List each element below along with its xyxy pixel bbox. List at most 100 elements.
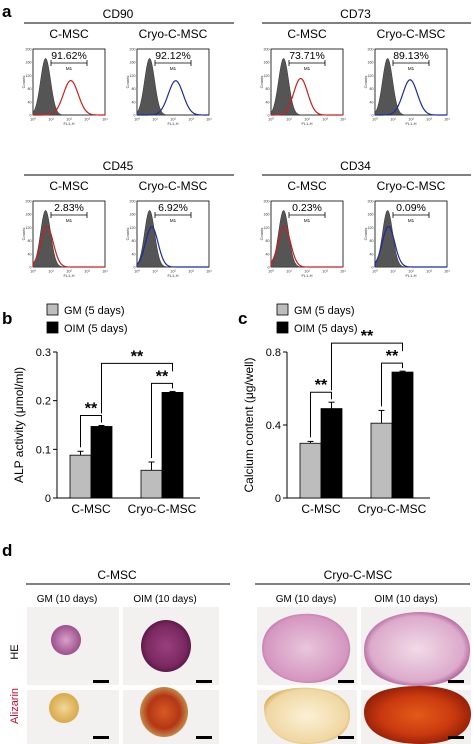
histology-row-label-he: HE (9, 644, 21, 659)
flow-y-tick: 120 (26, 74, 32, 78)
flow-gate-label: M1 (170, 66, 177, 71)
flow-x-tick: 10³ (188, 270, 194, 274)
flow-marker-title-cd45: CD45 (103, 159, 134, 173)
flow-y-tick: 80 (28, 87, 32, 91)
flow-x-tick: 10⁰ (372, 270, 378, 274)
y-tick-label: 0.1 (36, 444, 51, 456)
flow-x-tick: 10⁴ (206, 270, 212, 274)
flow-sample-histogram (270, 77, 343, 116)
alizarin-oim-c-msc-pellet (140, 687, 188, 737)
he-oim-c-msc-pellet (141, 620, 191, 672)
flow-y-tick: 160 (264, 61, 270, 65)
flow-sample-histogram (136, 226, 209, 268)
flow-percent-label: 2.83% (54, 202, 84, 214)
flow-y-tick: 40 (266, 252, 270, 256)
significance-label: ** (386, 348, 399, 365)
flow-x-label: FL1-H (301, 121, 312, 126)
flow-y-tick: 120 (264, 226, 270, 230)
panel-letter-a: a (2, 2, 12, 21)
flow-x-tick: 10² (408, 270, 414, 274)
flow-y-tick: 120 (26, 226, 32, 230)
flow-x-tick: 10⁰ (134, 270, 140, 274)
significance-label: ** (361, 328, 374, 345)
flow-x-tick: 10³ (322, 118, 328, 122)
flow-y-tick: 80 (370, 239, 374, 243)
flow-y-tick: 0 (30, 114, 32, 118)
y-tick-label: 0 (275, 493, 281, 505)
flow-marker-title-cd90: CD90 (103, 7, 134, 21)
flow-y-tick: 120 (368, 74, 374, 78)
legend-label-oim: OIM (5 days) (64, 323, 128, 335)
flow-y-tick: 200 (26, 200, 32, 204)
significance-bracket (80, 414, 102, 448)
significance-bracket (101, 362, 173, 414)
bar-charts: GM (5 days) OIM (5 days) 0 0.1 0.2 0.3 ALP act… (12, 303, 430, 516)
flow-y-tick: 40 (370, 100, 374, 104)
flow-y-tick: 160 (130, 61, 136, 65)
flow-y-tick: 40 (28, 100, 32, 104)
bar-oim (90, 426, 113, 499)
flow-percent-label: 0.09% (396, 202, 426, 214)
histology-column-label: GM (10 days) (37, 594, 98, 605)
bar-oim (161, 391, 184, 499)
significance-bracket (331, 342, 403, 391)
flow-sample-histogram (270, 225, 343, 268)
flow-x-tick: 10³ (426, 270, 432, 274)
flow-marker-title-cd34: CD34 (340, 159, 371, 173)
flow-y-label: Counts (259, 228, 264, 241)
flow-y-tick: 200 (368, 48, 374, 52)
he-oim-cryo-pellet (364, 612, 470, 686)
significance-bracket (151, 382, 173, 458)
flow-group-label: Cryo-C-MSC (139, 179, 208, 193)
flow-x-tick: 10³ (322, 270, 328, 274)
flow-sample-histogram (137, 80, 209, 116)
flow-x-tick: 10⁴ (444, 270, 450, 274)
flow-x-tick: 10² (304, 270, 310, 274)
flow-x-tick: 10¹ (152, 270, 158, 274)
scale-bar (93, 736, 109, 739)
flow-group-label: C-MSC (49, 179, 89, 193)
scale-bar (196, 736, 212, 739)
he-gm-cryo-pellet (262, 613, 351, 684)
flow-sample-histogram (374, 225, 447, 268)
flow-x-tick: 10⁰ (268, 118, 274, 122)
x-category-label: Cryo-C-MSC (128, 502, 197, 516)
flow-group-label: C-MSC (49, 27, 89, 41)
panel-letter-d: d (2, 541, 12, 560)
significance-label: ** (131, 348, 144, 365)
y-tick-label: 0.3 (36, 347, 51, 359)
flow-y-label: Counts (125, 228, 130, 241)
flow-y-label: Counts (21, 76, 26, 89)
panel-letter-b: b (2, 309, 12, 328)
flow-gate-label: M1 (408, 66, 415, 71)
flow-x-tick: 10⁰ (268, 270, 274, 274)
flow-x-label: FL1-H (63, 121, 74, 126)
flow-percent-label: 92.12% (155, 50, 191, 62)
flow-y-tick: 80 (132, 87, 136, 91)
flow-x-label: FL1-H (167, 121, 178, 126)
flow-gate-label: M1 (304, 66, 311, 71)
y-axis-label: ALP activity (μmol/ml) (12, 367, 26, 483)
flow-x-tick: 10¹ (286, 118, 292, 122)
flow-x-tick: 10⁰ (372, 118, 378, 122)
flow-y-tick: 80 (28, 239, 32, 243)
flow-sample-histogram (375, 79, 447, 116)
x-category-label: Cryo-C-MSC (358, 502, 427, 516)
y-tick-label: 0.2 (36, 396, 51, 408)
flow-x-tick: 10³ (426, 118, 432, 122)
histology-group-c-msc: C-MSC (97, 568, 137, 582)
flow-y-tick: 160 (368, 213, 374, 217)
flow-x-tick: 10¹ (152, 118, 158, 122)
flow-group-label: Cryo-C-MSC (377, 179, 446, 193)
flow-x-tick: 10¹ (48, 118, 54, 122)
flow-y-tick: 40 (28, 252, 32, 256)
bar-gm (140, 469, 163, 499)
significance-bracket (310, 391, 332, 438)
flow-y-tick: 120 (130, 74, 136, 78)
flow-y-tick: 200 (26, 48, 32, 52)
flow-y-tick: 160 (26, 61, 32, 65)
flow-y-tick: 160 (130, 213, 136, 217)
bar-gm (299, 442, 322, 499)
flow-y-tick: 0 (268, 114, 270, 118)
